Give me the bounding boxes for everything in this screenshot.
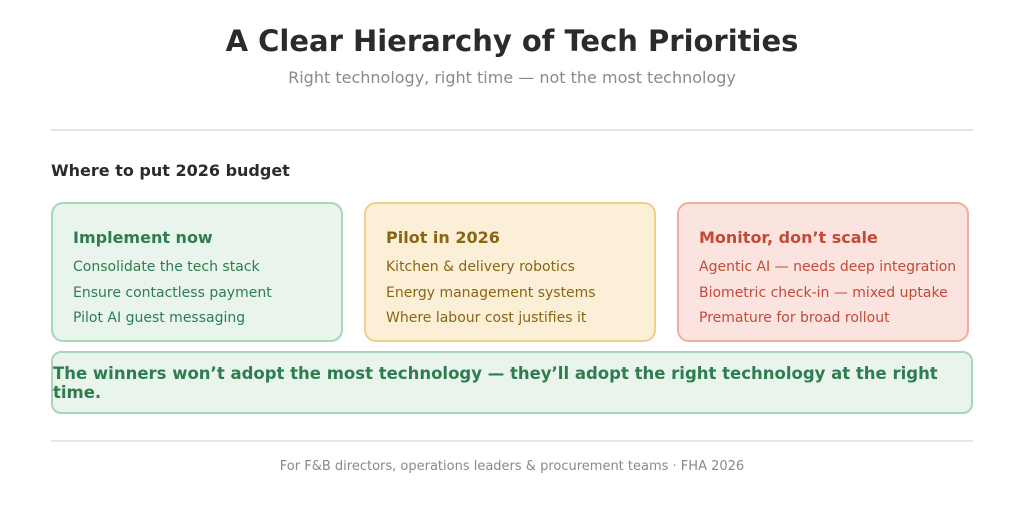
subtitle: Right technology, right time — not the m… — [288, 68, 736, 87]
divider — [51, 440, 973, 442]
divider — [51, 129, 973, 131]
card-item: Ensure contactless payment — [73, 284, 272, 301]
footer: For F&B directors, operations leaders & … — [279, 459, 745, 474]
card-item: Biometric check-in — mixed uptake — [699, 284, 948, 301]
card-item: Consolidate the tech stack — [73, 259, 260, 275]
card-item: Premature for broad rollout — [699, 310, 890, 326]
title: A Clear Hierarchy of Tech Priorities — [225, 24, 799, 58]
section-title: Where to put 2026 budget — [51, 161, 290, 180]
card-item: Kitchen & delivery robotics — [386, 259, 575, 275]
callout: The winners won’t adopt the most technol… — [51, 351, 973, 414]
card-title: Implement now — [73, 228, 213, 247]
card-item: Pilot AI guest messaging — [73, 310, 246, 326]
card-title: Pilot in 2026 — [386, 228, 500, 247]
card: Monitor, don’t scale Agentic AI — needs d… — [677, 202, 969, 342]
card: Pilot in 2026 Kitchen & delivery robotics… — [364, 202, 656, 342]
card-item: Energy management systems — [386, 284, 596, 301]
card-item: Where labour cost justifies it — [386, 310, 587, 326]
card-item: Agentic AI — needs deep integration — [699, 259, 957, 275]
card: Implement now Consolidate the tech stack E… — [51, 202, 343, 342]
card-title: Monitor, don’t scale — [699, 228, 878, 247]
